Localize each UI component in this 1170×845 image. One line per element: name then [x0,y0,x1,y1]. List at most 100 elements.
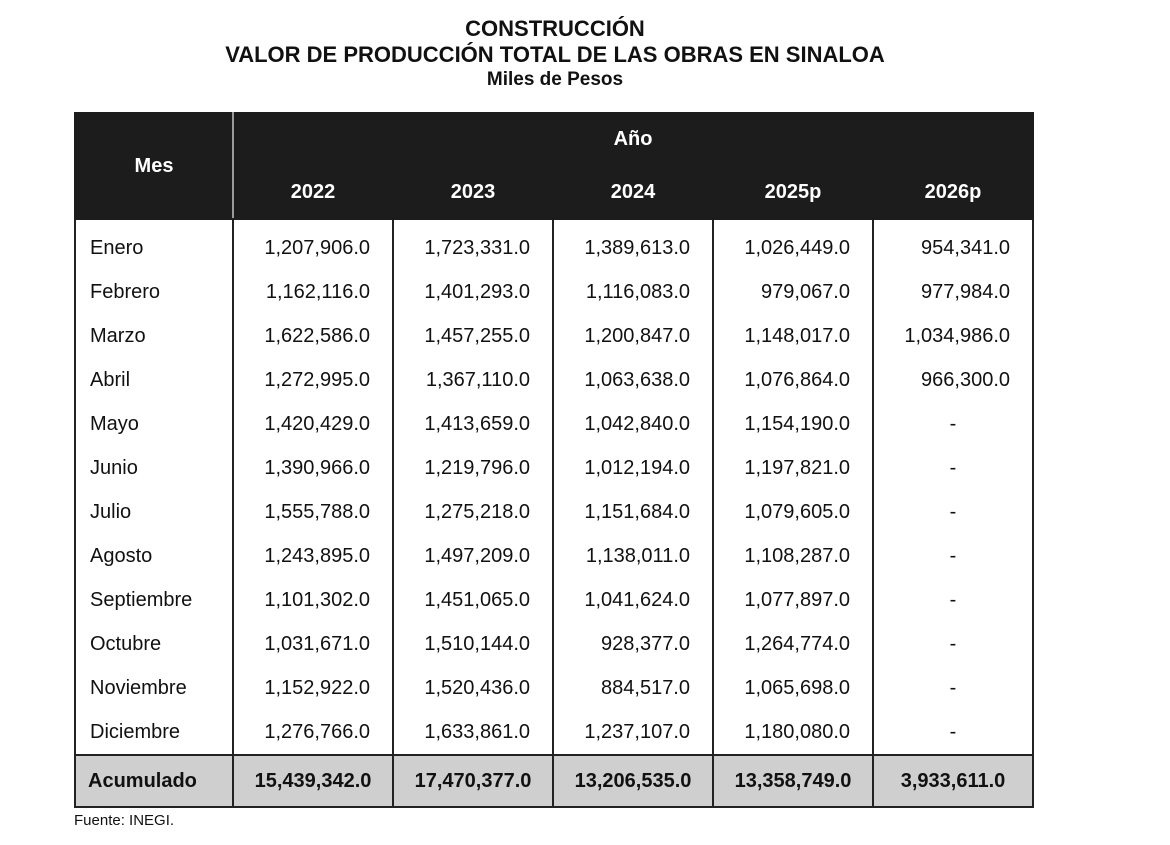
month-cell: Junio [74,446,234,490]
value-cell: 1,555,788.0 [232,490,394,534]
value-cell: 1,390,966.0 [232,446,394,490]
value-cell: - [871,490,1035,534]
value-cell: 1,154,190.0 [712,402,874,446]
year-header: 2023 [392,164,554,220]
value-cell: 1,264,774.0 [712,622,874,666]
total-value-cell: 17,470,377.0 [392,754,554,808]
value-cell: 1,510,144.0 [392,622,554,666]
value-cell: 1,367,110.0 [392,358,554,402]
table-row: Abril 1,272,995.0 1,367,110.0 1,063,638.0 1,… [74,358,1035,402]
table-row: Julio 1,555,788.0 1,275,218.0 1,151,684.0 1,… [74,490,1035,534]
value-cell: 1,042,840.0 [552,402,714,446]
title-line-1: CONSTRUCCIÓN [465,16,645,41]
value-cell: 1,219,796.0 [392,446,554,490]
month-cell: Agosto [74,534,234,578]
value-cell: - [871,622,1035,666]
title-line-3: Miles de Pesos [486,69,624,90]
value-cell: 1,200,847.0 [552,314,714,358]
value-cell: 1,079,605.0 [712,490,874,534]
value-cell: 1,272,995.0 [232,358,394,402]
table-row: Agosto 1,243,895.0 1,497,209.0 1,138,011.0 1… [74,534,1035,578]
value-cell: 1,633,861.0 [392,710,554,755]
table-row: Febrero 1,162,116.0 1,401,293.0 1,116,083.0… [74,270,1035,314]
month-cell: Febrero [74,270,234,314]
production-table: Mes Año 2022 2023 2024 2025p 2026p Enero 1,20… [74,112,1035,808]
month-cell: Noviembre [74,666,234,710]
value-cell: 1,041,624.0 [552,578,714,622]
value-cell: 1,148,017.0 [712,314,874,358]
value-cell: 954,341.0 [871,219,1035,270]
total-value-cell: 3,933,611.0 [871,754,1035,808]
year-header: 2025p [712,164,874,220]
value-cell: 1,180,080.0 [712,710,874,755]
value-cell: 1,108,287.0 [712,534,874,578]
value-cell: 1,413,659.0 [392,402,554,446]
total-label: Acumulado [74,754,234,808]
value-cell: 1,031,671.0 [232,622,394,666]
source-note: Fuente: INEGI. [74,812,175,829]
value-cell: - [871,534,1035,578]
month-cell: Mayo [74,402,234,446]
table-row: Octubre 1,031,671.0 1,510,144.0 928,377.0 1,… [74,622,1035,666]
value-cell: 1,622,586.0 [232,314,394,358]
table-row: Marzo 1,622,586.0 1,457,255.0 1,200,847.0 1,… [74,314,1035,358]
month-cell: Diciembre [74,710,234,755]
month-cell: Octubre [74,622,234,666]
value-cell: 1,275,218.0 [392,490,554,534]
month-cell: Septiembre [74,578,234,622]
value-cell: 1,012,194.0 [552,446,714,490]
value-cell: 1,138,011.0 [552,534,714,578]
table-row: Enero 1,207,906.0 1,723,331.0 1,389,613.0 1,… [74,219,1035,270]
value-cell: - [871,578,1035,622]
table-row: Mayo 1,420,429.0 1,413,659.0 1,042,840.0 1,1… [74,402,1035,446]
value-cell: 1,723,331.0 [392,219,554,270]
value-cell: 884,517.0 [552,666,714,710]
value-cell: 1,152,922.0 [232,666,394,710]
value-cell: 1,520,436.0 [392,666,554,710]
title-block: CONSTRUCCIÓN VALOR DE PRODUCCIÓN TOTAL D… [0,16,1110,92]
value-cell: 1,457,255.0 [392,314,554,358]
value-cell: 1,243,895.0 [232,534,394,578]
table-row: Junio 1,390,966.0 1,219,796.0 1,012,194.0 1,… [74,446,1035,490]
value-cell: 1,076,864.0 [712,358,874,402]
value-cell: 1,451,065.0 [392,578,554,622]
value-cell: 1,237,107.0 [552,710,714,755]
table-row: Diciembre 1,276,766.0 1,633,861.0 1,237,107… [74,710,1035,755]
value-cell: 977,984.0 [871,270,1035,314]
value-cell: 1,065,698.0 [712,666,874,710]
value-cell: 1,162,116.0 [232,270,394,314]
value-cell: 1,151,684.0 [552,490,714,534]
value-cell: 1,026,449.0 [712,219,874,270]
total-row: Acumulado 15,439,342.0 17,470,377.0 13,206… [74,754,1035,808]
value-cell: - [871,446,1035,490]
value-cell: 1,197,821.0 [712,446,874,490]
year-header: 2022 [232,164,394,220]
total-value-cell: 13,358,749.0 [712,754,874,808]
value-cell: 979,067.0 [712,270,874,314]
value-cell: - [871,666,1035,710]
value-cell: 1,497,209.0 [392,534,554,578]
year-group-header: Año [231,112,1035,166]
value-cell: - [871,710,1035,755]
value-cell: 966,300.0 [871,358,1035,402]
value-cell: 1,401,293.0 [392,270,554,314]
value-cell: 1,063,638.0 [552,358,714,402]
month-cell: Abril [74,358,234,402]
value-cell: 1,389,613.0 [552,219,714,270]
total-value-cell: 13,206,535.0 [552,754,714,808]
value-cell: - [871,402,1035,446]
value-cell: 1,207,906.0 [232,219,394,270]
table-row: Septiembre 1,101,302.0 1,451,065.0 1,041,62… [74,578,1035,622]
title-line-2: VALOR DE PRODUCCIÓN TOTAL DE LAS OBRAS E… [225,42,885,67]
month-cell: Enero [74,219,234,270]
month-cell: Marzo [74,314,234,358]
year-header: 2024 [552,164,714,220]
value-cell: 1,420,429.0 [232,402,394,446]
value-cell: 1,077,897.0 [712,578,874,622]
value-cell: 1,116,083.0 [552,270,714,314]
month-cell: Julio [74,490,234,534]
year-header: 2026p [871,164,1035,220]
table-row: Noviembre 1,152,922.0 1,520,436.0 884,517.0… [74,666,1035,710]
value-cell: 1,276,766.0 [232,710,394,755]
value-cell: 928,377.0 [552,622,714,666]
